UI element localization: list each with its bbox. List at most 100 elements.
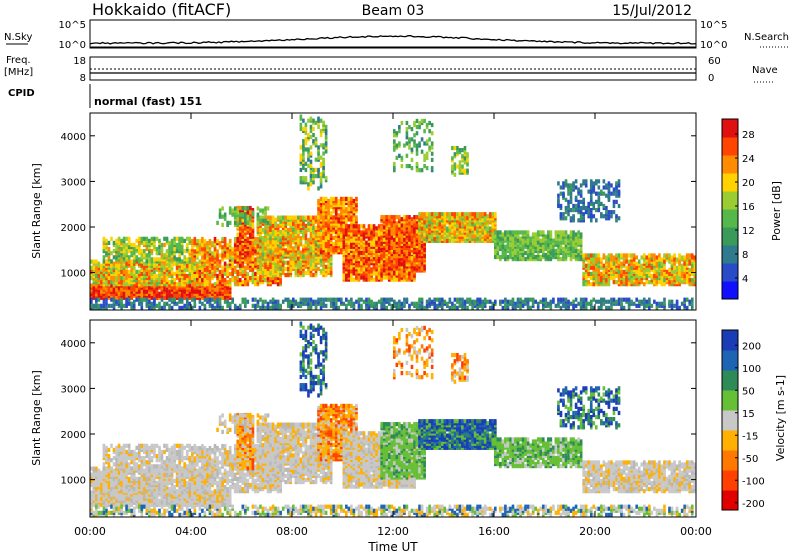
power-cell xyxy=(302,254,305,259)
power-cell xyxy=(410,221,414,226)
power-cell xyxy=(453,212,457,217)
nsky-tick-bottom: 10^0 xyxy=(59,40,86,51)
power-cell xyxy=(635,273,638,279)
power-cell xyxy=(415,229,419,234)
power-cell xyxy=(499,230,502,235)
power-cell xyxy=(304,270,308,276)
power-cell xyxy=(137,251,141,256)
power-cell xyxy=(367,263,371,268)
power-cell xyxy=(236,269,240,274)
power-cell xyxy=(261,273,265,279)
power-cell xyxy=(430,218,434,223)
power-cell xyxy=(319,250,323,255)
power-cell xyxy=(564,240,568,245)
power-cell xyxy=(360,230,363,235)
power-cell xyxy=(150,295,154,300)
power-cell xyxy=(95,265,98,270)
power-cell xyxy=(635,269,638,274)
power-cell xyxy=(276,260,280,265)
power-cell xyxy=(191,293,194,298)
power-cell xyxy=(466,212,469,217)
power-cell xyxy=(213,282,217,287)
power-cell xyxy=(309,258,313,263)
power-cell xyxy=(155,261,159,266)
power-cell xyxy=(107,259,111,264)
power-cell xyxy=(327,198,330,204)
power-cell xyxy=(178,282,181,287)
power-cell xyxy=(105,251,108,256)
power-cell xyxy=(218,269,222,274)
power-cell xyxy=(112,240,116,246)
power-cell xyxy=(350,226,353,231)
power-cell xyxy=(524,257,527,262)
power-cell xyxy=(231,263,234,268)
power-cell xyxy=(413,237,416,242)
power-cell xyxy=(332,209,335,214)
power-cell xyxy=(385,215,389,220)
power-cell xyxy=(463,212,467,217)
power-cell xyxy=(218,259,222,264)
power-cell xyxy=(339,211,343,216)
power-cell xyxy=(355,215,358,220)
power-cell xyxy=(345,246,348,251)
power-cell xyxy=(524,230,527,235)
power-cell xyxy=(236,236,240,241)
power-cell xyxy=(201,255,204,260)
power-cell xyxy=(281,270,285,276)
power-cell xyxy=(100,263,103,268)
power-cell xyxy=(185,263,189,268)
power-cell xyxy=(261,266,265,272)
power-cell xyxy=(208,282,212,287)
power-cell xyxy=(297,233,300,239)
power-cell xyxy=(483,230,487,235)
power-cell xyxy=(216,273,219,279)
power-cell xyxy=(312,225,315,230)
power-cell xyxy=(115,255,118,260)
power-cell xyxy=(567,234,570,239)
power-cell xyxy=(304,240,308,245)
power-cell xyxy=(188,275,192,281)
power-cell xyxy=(564,254,568,260)
power-cell xyxy=(158,291,161,296)
power-cell xyxy=(559,240,563,245)
power-cell xyxy=(375,226,378,231)
power-cell xyxy=(266,260,270,265)
power-cell xyxy=(372,224,376,229)
power-cell xyxy=(286,215,290,220)
power-cell xyxy=(332,215,335,220)
power-cell xyxy=(153,261,156,266)
power-cell xyxy=(602,269,606,274)
power-cell xyxy=(276,246,280,251)
power-cell xyxy=(122,253,126,258)
power-cell xyxy=(393,264,396,269)
power-cell xyxy=(188,259,192,264)
power-cell xyxy=(438,212,442,217)
power-cell xyxy=(589,271,593,277)
power-cell xyxy=(140,236,144,241)
power-cell xyxy=(352,236,356,241)
power-cell xyxy=(400,271,404,276)
power-cell xyxy=(496,246,500,251)
power-cell xyxy=(259,227,262,233)
power-cell xyxy=(198,238,202,244)
power-cell xyxy=(158,244,161,250)
power-cell xyxy=(191,263,194,268)
power-cell xyxy=(413,215,416,220)
power-cell xyxy=(203,238,207,244)
power-cell xyxy=(615,280,618,285)
power-cell xyxy=(400,254,404,259)
power-cell xyxy=(509,230,512,235)
power-cell xyxy=(173,285,176,290)
power-cell xyxy=(410,227,414,232)
power-cell xyxy=(175,259,179,264)
power-cell xyxy=(357,224,361,229)
power-cell xyxy=(390,227,394,232)
power-cell xyxy=(120,259,123,264)
power-cell xyxy=(231,257,234,262)
power-cell xyxy=(185,236,189,241)
power-cell xyxy=(312,272,315,278)
power-cell xyxy=(292,233,295,239)
power-cell xyxy=(264,242,267,247)
power-cell xyxy=(105,238,108,243)
power-cell xyxy=(327,248,330,253)
